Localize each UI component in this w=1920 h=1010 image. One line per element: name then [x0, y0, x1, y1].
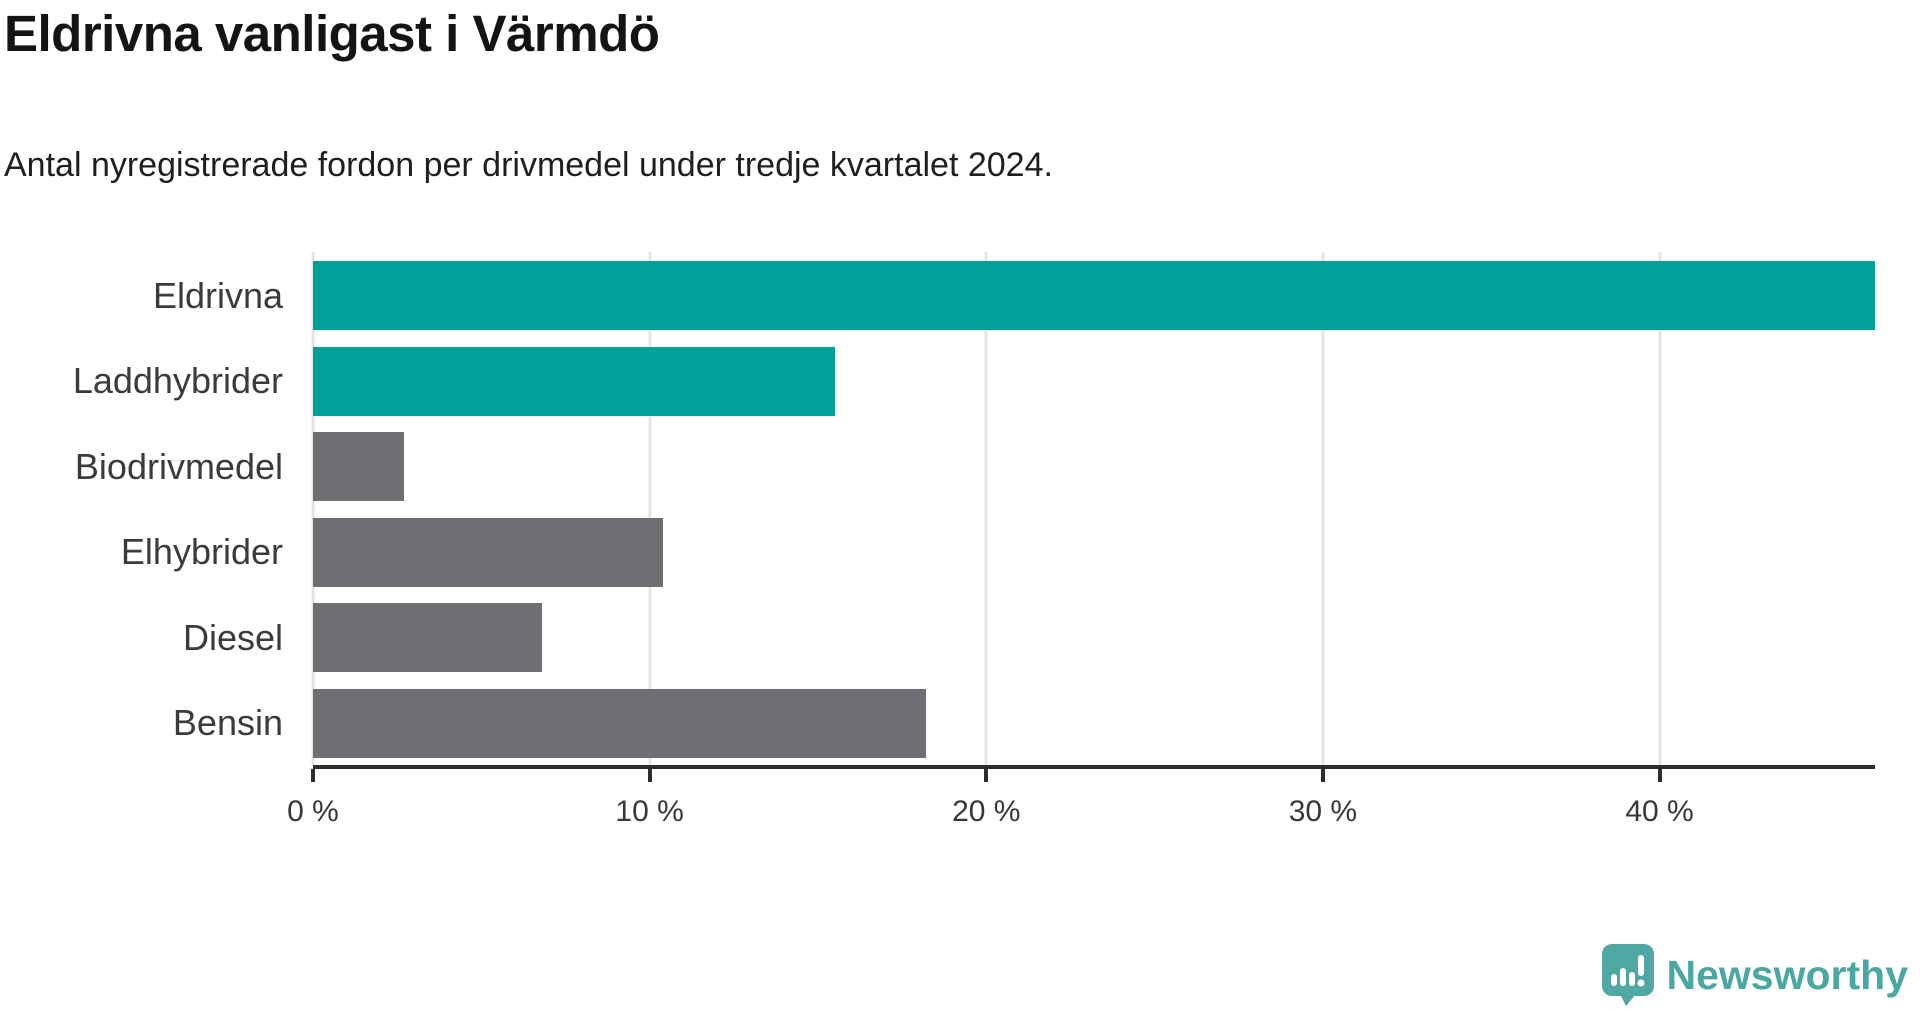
category-label: Elhybrider	[120, 531, 283, 572]
category-label: Diesel	[182, 616, 283, 658]
newsworthy-logo: Newsworthy	[1601, 944, 1909, 1006]
newsworthy-logo-icon	[1601, 944, 1654, 1006]
x-axis-tick	[984, 769, 989, 782]
bar-elhybrider	[313, 517, 664, 587]
chart-subtitle: Antal nyregistrerade fordon per drivmede…	[4, 146, 1053, 184]
bar-bensin	[313, 688, 926, 758]
newsworthy-logo-text: Newsworthy	[1666, 951, 1909, 998]
gridline	[311, 252, 315, 765]
category-label: Biodrivmedel	[74, 445, 283, 487]
gridline	[1658, 252, 1662, 765]
bar-laddhybrider	[313, 346, 835, 416]
plot-area: 0 % 10 % 20 % 30 % 40 % Eldrivna Laddhybrider B…	[73, 252, 1875, 828]
category-label: Bensin	[172, 702, 283, 743]
x-axis-tick-label: 20 %	[952, 795, 1021, 828]
x-axis-tick-label: 40 %	[1625, 795, 1694, 828]
x-axis-tick	[647, 769, 652, 782]
category-label: Laddhybrider	[72, 360, 283, 401]
x-axis-baseline	[313, 765, 1875, 769]
x-axis-tick	[1320, 769, 1325, 782]
gridline	[984, 252, 988, 765]
x-axis-tick	[311, 769, 315, 782]
chart-title: Eldrivna vanligast i Värmdö	[4, 5, 660, 62]
gridline	[1321, 252, 1325, 765]
x-axis-tick-label: 30 %	[1288, 795, 1358, 828]
x-axis-tick	[1657, 769, 1662, 782]
category-label: Eldrivna	[152, 274, 283, 316]
bar-biodrivmedel	[313, 432, 404, 501]
bar-eldrivna	[313, 261, 1875, 330]
bar-diesel	[313, 603, 542, 672]
x-axis-tick-label: 10 %	[615, 795, 684, 828]
gridline	[648, 252, 652, 765]
x-axis-tick-label: 0 %	[287, 795, 339, 828]
